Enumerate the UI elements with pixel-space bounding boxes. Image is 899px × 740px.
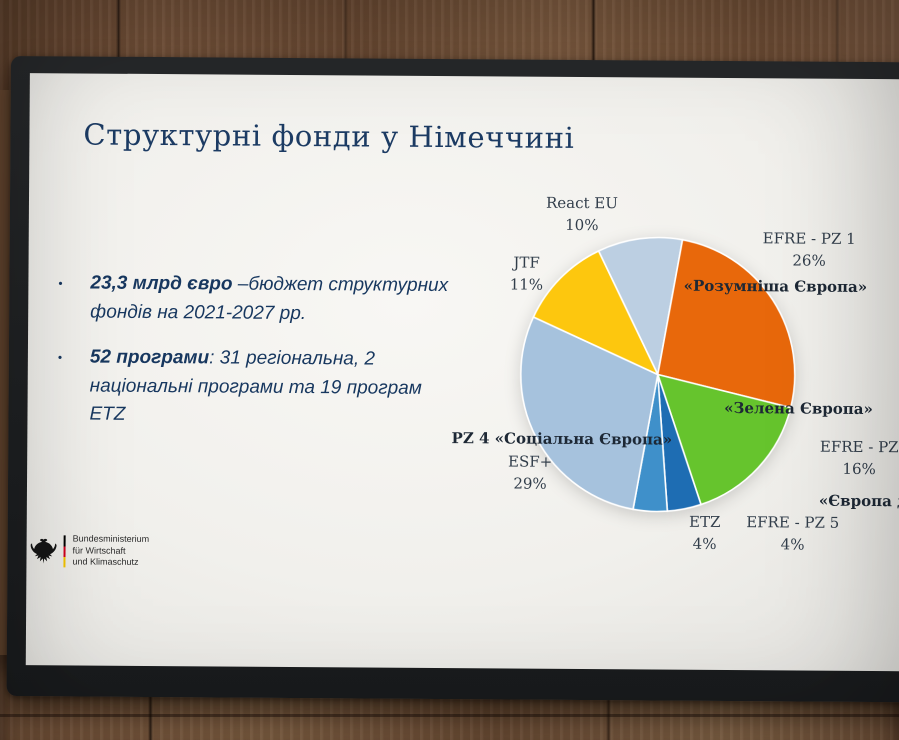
flag-stripe-icon xyxy=(63,534,66,567)
bullet-marker: • xyxy=(58,276,63,291)
chart-label-social-europe: PZ 4 «Соціальна Європа» xyxy=(451,429,673,449)
chart-label-react-eu: React EU 10% xyxy=(534,193,630,237)
bullet-text: 23,3 млрд євро –бюджет структурних фонді… xyxy=(90,270,452,330)
presentation-slide: Структурні фонди у Німеччині • 23,3 млрд… xyxy=(25,73,899,672)
ministry-logo: Bundesministerium für Wirtschaft und Kli… xyxy=(30,533,149,569)
plank-gap xyxy=(591,0,596,78)
chart-label-pct: 29% xyxy=(513,474,547,493)
plank-gap xyxy=(116,0,121,78)
plank-gap xyxy=(148,690,153,740)
pie-slice-esf-plus xyxy=(520,315,659,511)
chart-label-pct: 11% xyxy=(509,275,544,294)
plank-gap xyxy=(606,690,611,740)
chart-label-etz: ETZ 4% xyxy=(670,512,740,556)
chart-label-name: EFRE - PZ 1 xyxy=(762,229,856,248)
chart-label-pct: 16% xyxy=(842,459,876,478)
pie-chart xyxy=(520,236,796,513)
bullet-marker: • xyxy=(57,350,63,365)
chart-label-efre-pz5: EFRE - PZ 5 4% xyxy=(739,512,847,556)
plank-gap xyxy=(835,0,840,78)
plank-groove xyxy=(0,714,899,717)
bullet-item: • 23,3 млрд євро –бюджет структурних фон… xyxy=(58,269,468,329)
tv-bezel: Структурні фонди у Німеччині • 23,3 млрд… xyxy=(6,56,899,703)
chart-label-esf-plus: ESF+ 29% xyxy=(489,451,571,495)
chart-label-pct: 26% xyxy=(792,251,826,270)
chart-label-name: ESF+ xyxy=(508,452,553,471)
chart-label-name: EFRE - PZ 5 xyxy=(746,513,840,532)
bullet-bold-text: 23,3 млрд євро xyxy=(90,272,233,295)
chart-label-name: ETZ xyxy=(688,512,721,531)
chart-label-name: React EU xyxy=(545,193,619,213)
bullet-list: • 23,3 млрд євро –бюджет структурних фон… xyxy=(57,269,468,448)
chart-label-green-europe: «Зелена Європа» xyxy=(724,398,873,419)
ministry-name-line-2: für Wirtschaft xyxy=(72,545,126,556)
plank-gap xyxy=(343,0,348,78)
chart-label-pct: 4% xyxy=(692,534,717,553)
ministry-name-line-1: Bundesministerium xyxy=(72,533,150,544)
chart-label-pct: 10% xyxy=(565,215,599,234)
pie-slice-efre-pz1 xyxy=(656,238,796,409)
ministry-name: Bundesministerium für Wirtschaft und Kli… xyxy=(72,533,149,569)
ministry-name-line-3: und Klimaschutz xyxy=(72,556,139,568)
bullet-bold-text: 52 програми xyxy=(89,346,210,369)
chart-label-name: EFRE - PZ xyxy=(819,437,899,457)
federal-eagle-icon xyxy=(30,538,57,564)
pie-slice-jtf xyxy=(532,249,660,377)
bullet-item: • 52 програми: 31 регіональна, 2 націона… xyxy=(57,343,468,431)
bullet-text: 52 програми: 31 регіональна, 2 національ… xyxy=(89,344,452,432)
chart-label-efre-pz2: EFRE - PZ 16% xyxy=(815,437,899,481)
chart-label-efre-pz1: EFRE - PZ 1 26% xyxy=(757,228,862,272)
chart-label-name: JTF xyxy=(513,253,540,272)
chart-label-smart-europe: «Розумніша Європа» xyxy=(683,276,868,296)
chart-label-jtf: JTF 11% xyxy=(486,252,566,296)
chart-label-pct: 4% xyxy=(780,535,805,554)
slide-title: Структурні фонди у Німеччині xyxy=(83,117,575,155)
pie-slice-react-eu xyxy=(597,236,684,378)
chart-label-europe-closer: «Європа д xyxy=(818,491,899,511)
